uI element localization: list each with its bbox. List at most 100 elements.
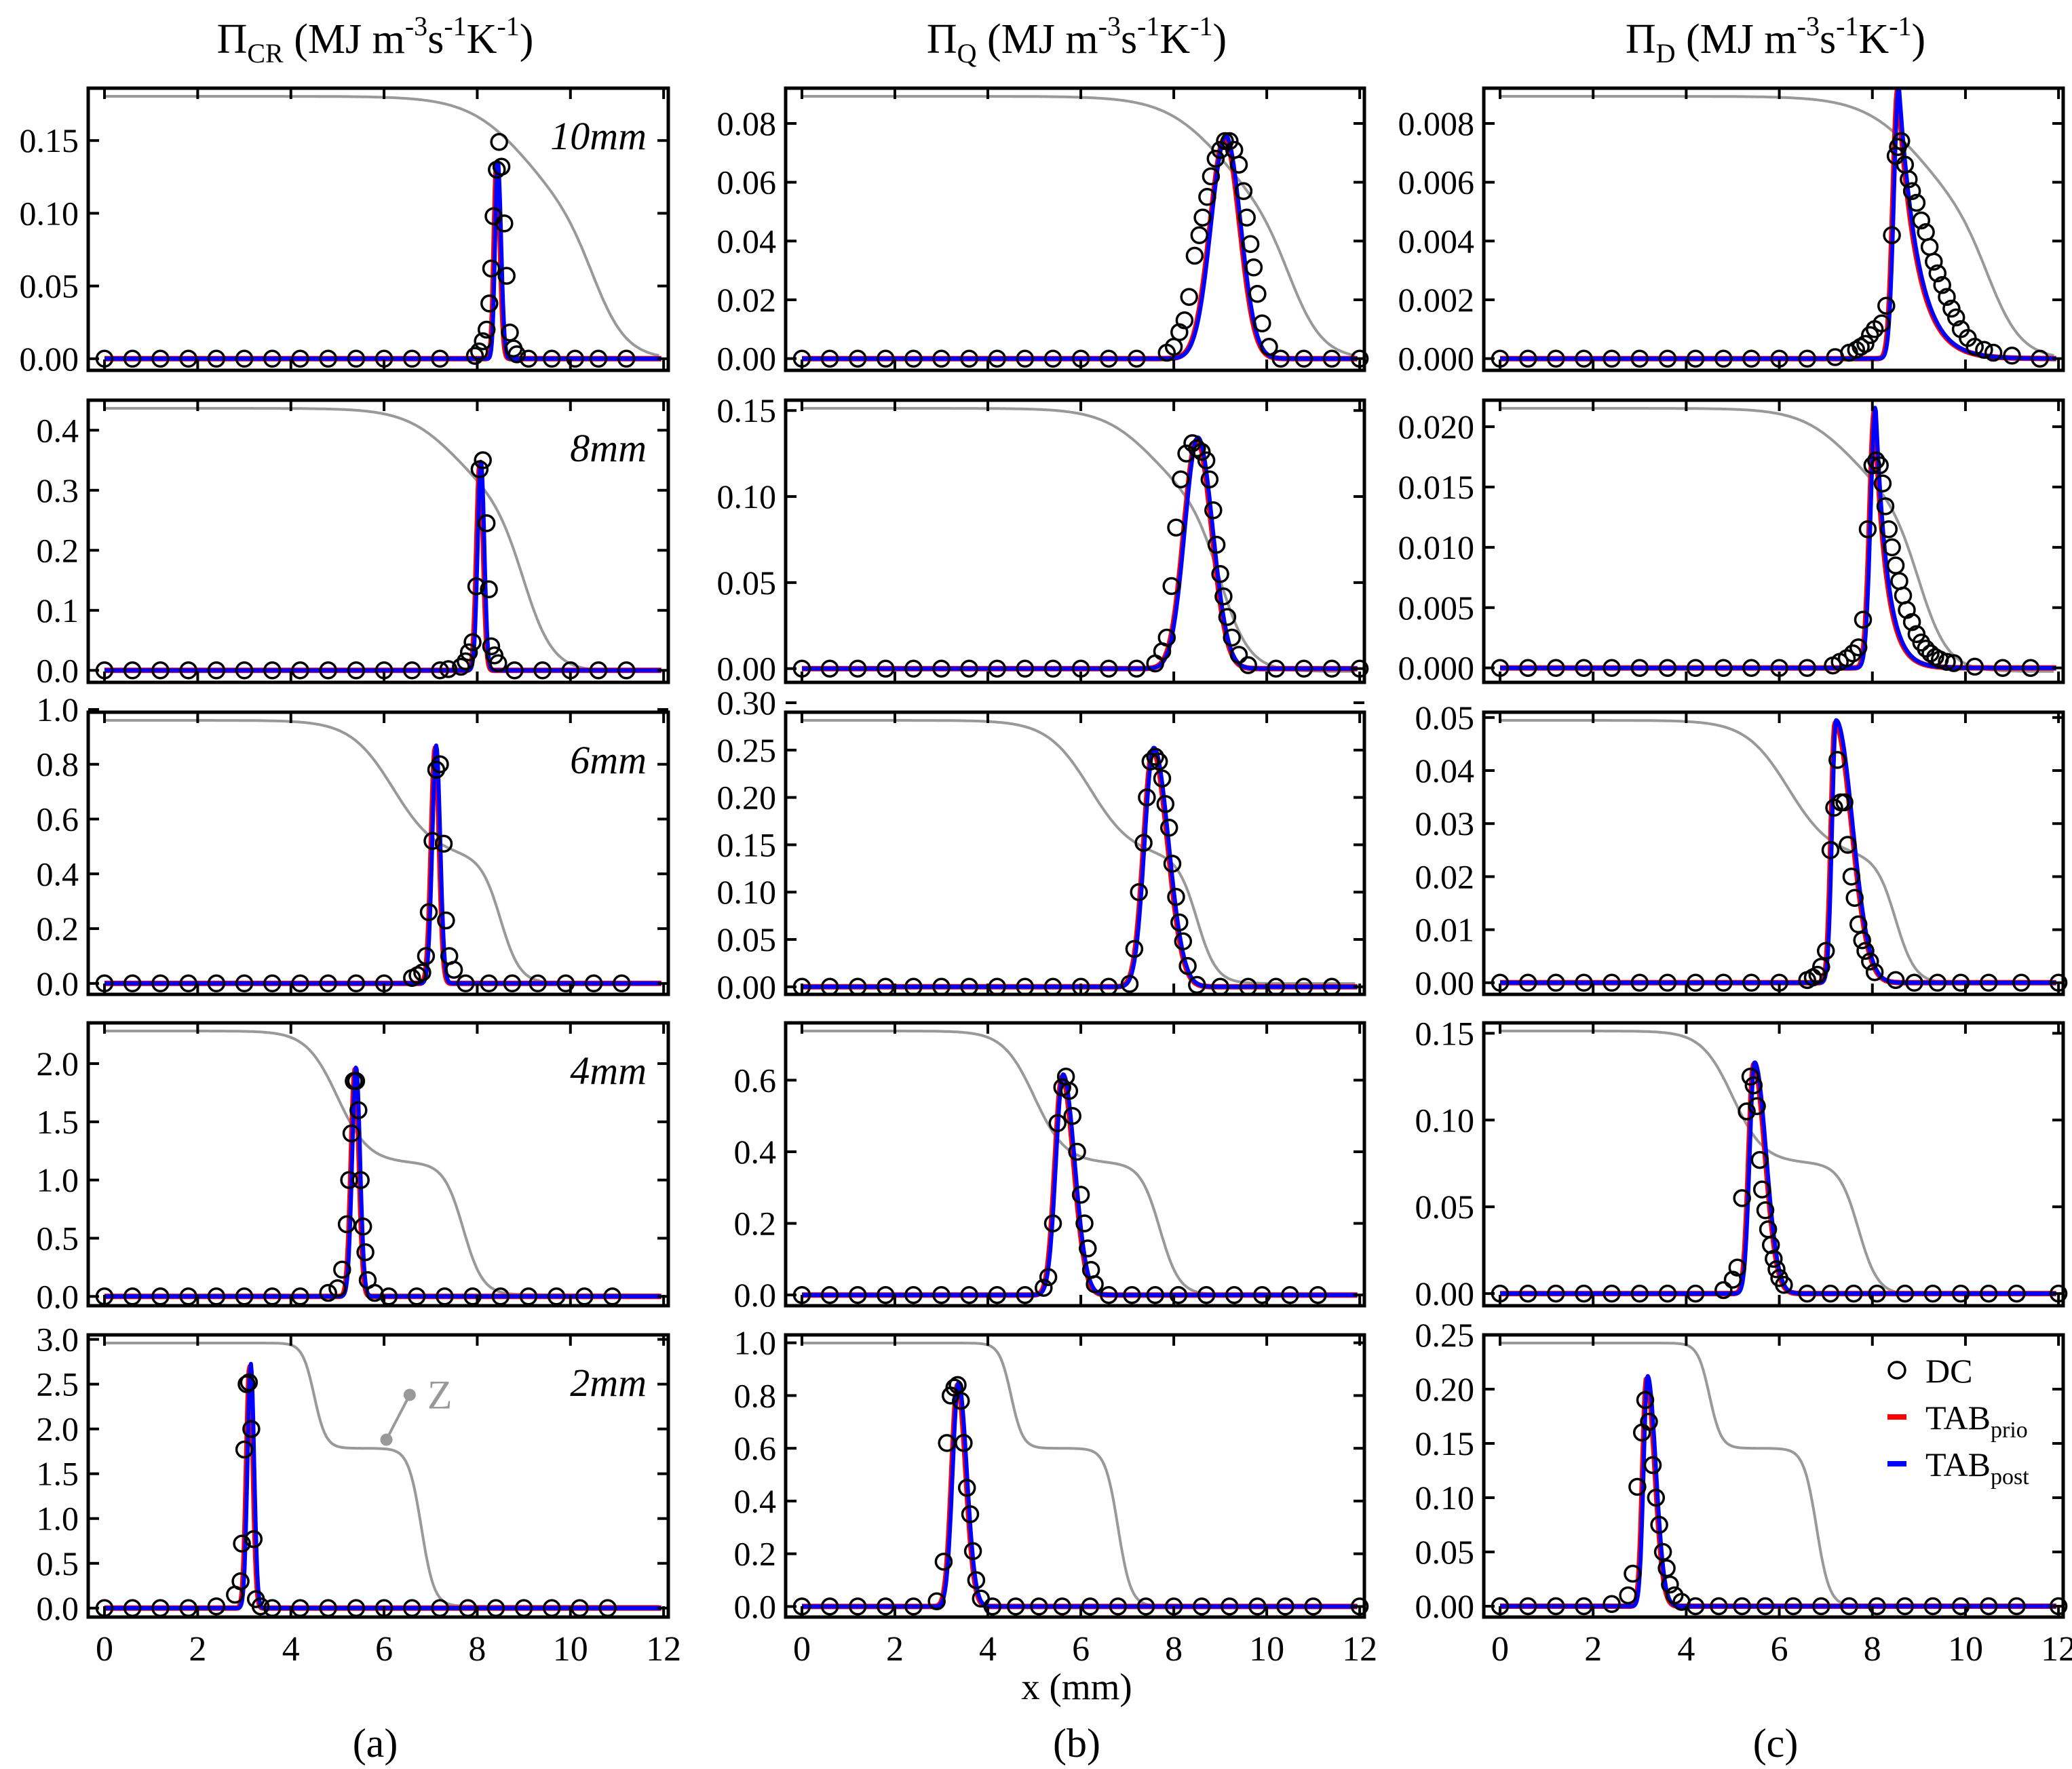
dc-point bbox=[1157, 628, 1176, 647]
dc-point bbox=[1858, 520, 1877, 539]
dc-point bbox=[1812, 958, 1830, 976]
dc-point bbox=[556, 974, 575, 993]
panel-frame bbox=[1482, 1333, 2065, 1619]
z-profile-line bbox=[1500, 407, 2054, 673]
y-tick-label: 0.2 bbox=[37, 531, 79, 569]
y-tick-label: 0.10 bbox=[1415, 1479, 1475, 1517]
tab-post-line bbox=[801, 435, 1359, 671]
y-tick-label: 0.00 bbox=[1415, 1275, 1475, 1313]
dc-point bbox=[1547, 1284, 1565, 1303]
y-tick-label: 1.0 bbox=[734, 1324, 777, 1362]
dc-point bbox=[1156, 795, 1175, 813]
dc-point bbox=[207, 661, 226, 680]
dc-point bbox=[1204, 501, 1223, 520]
x-tick-label: 8 bbox=[468, 1630, 486, 1669]
dc-point bbox=[1146, 1285, 1164, 1304]
panel-6mm-col1: 0.00 0.05 0.10 0.15 0.20 0.25 0.30 bbox=[717, 684, 1366, 1006]
dc-point bbox=[1162, 577, 1181, 596]
dc-point bbox=[1043, 659, 1062, 678]
dc-point bbox=[1784, 1597, 1803, 1616]
dc-point bbox=[932, 659, 951, 678]
dc-point bbox=[1267, 659, 1286, 678]
y-tick-label: 0.00 bbox=[717, 650, 777, 688]
x-tick-label: 12 bbox=[646, 1630, 681, 1669]
dc-point bbox=[1883, 226, 1901, 244]
dc-point bbox=[340, 1171, 358, 1189]
dc-point bbox=[151, 661, 170, 680]
tab-prio-line bbox=[102, 1066, 664, 1300]
row-label: 10mm bbox=[550, 114, 647, 158]
dc-point bbox=[1244, 258, 1263, 277]
dc-point bbox=[459, 643, 478, 661]
dc-point bbox=[1575, 973, 1593, 992]
tab-prio-line bbox=[102, 745, 664, 986]
dc-point bbox=[1518, 1284, 1537, 1303]
column-title-2: ΠD (MJ m-3s-1K-1) bbox=[1626, 11, 1925, 69]
dc-point bbox=[1658, 659, 1677, 677]
panel-frame bbox=[784, 1021, 1366, 1308]
dc-point bbox=[235, 974, 254, 993]
dc-point bbox=[1178, 956, 1197, 975]
tab-post-line bbox=[1499, 406, 2058, 670]
z-annotation-leader bbox=[385, 1394, 411, 1441]
dc-point bbox=[1016, 1285, 1035, 1304]
y-tick-label: 0.10 bbox=[717, 873, 777, 911]
dc-point bbox=[955, 1434, 973, 1452]
dc-point bbox=[533, 661, 552, 680]
x-tick-label: 10 bbox=[1948, 1630, 1983, 1669]
dc-point bbox=[1229, 155, 1248, 174]
y-tick-label: 0.05 bbox=[1415, 1188, 1475, 1226]
y-tick-label: 0.6 bbox=[37, 800, 79, 838]
dc-point bbox=[1686, 659, 1705, 677]
dc-point bbox=[960, 1285, 978, 1304]
dc-point bbox=[1738, 1102, 1756, 1121]
dc-point bbox=[589, 661, 608, 680]
y-tick-label: 0.0 bbox=[37, 651, 79, 689]
x-tick-label: 2 bbox=[1584, 1630, 1602, 1669]
dc-point bbox=[1733, 1597, 1751, 1616]
dc-point bbox=[1951, 973, 1970, 992]
dc-point bbox=[1686, 1597, 1705, 1616]
dc-point bbox=[1071, 1186, 1090, 1204]
y-tick-label: 0.10 bbox=[717, 478, 777, 516]
row-label: 6mm bbox=[570, 738, 647, 782]
dc-point bbox=[1658, 973, 1677, 992]
dc-point bbox=[1229, 646, 1248, 664]
dc-point bbox=[1099, 1285, 1118, 1304]
dc-point bbox=[960, 349, 978, 368]
panel-frame bbox=[86, 1021, 670, 1308]
dc-point bbox=[1938, 288, 1956, 306]
dc-point bbox=[413, 963, 431, 981]
dc-point bbox=[480, 580, 498, 599]
column-title-1: ΠQ (MJ m-3s-1K-1) bbox=[927, 11, 1227, 69]
dc-point bbox=[291, 974, 309, 993]
dc-point bbox=[1086, 1275, 1104, 1294]
dc-point bbox=[1853, 931, 1871, 950]
x-tick-label: 10 bbox=[553, 1630, 588, 1669]
dc-point bbox=[1035, 1279, 1053, 1297]
dc-point bbox=[983, 1597, 1002, 1616]
z-profile-line bbox=[802, 1342, 1356, 1608]
y-tick-label: 1.0 bbox=[37, 1500, 79, 1538]
dc-point bbox=[1068, 1142, 1086, 1161]
dc-point bbox=[207, 974, 226, 993]
dc-point bbox=[1206, 149, 1225, 168]
dc-point bbox=[444, 960, 463, 979]
dc-point bbox=[1030, 1597, 1048, 1616]
row-label: 8mm bbox=[570, 426, 647, 470]
y-tick-label: 0.005 bbox=[1398, 589, 1475, 627]
dc-point bbox=[2008, 1597, 2026, 1616]
dc-point bbox=[207, 349, 226, 368]
dc-point bbox=[1816, 941, 1835, 960]
dc-point bbox=[1200, 470, 1219, 488]
dc-point bbox=[349, 1101, 368, 1119]
dc-point bbox=[1714, 973, 1733, 992]
dc-point bbox=[434, 834, 453, 853]
dc-point bbox=[1798, 1284, 1816, 1303]
dc-point bbox=[988, 659, 1006, 678]
dc-point bbox=[1159, 819, 1178, 837]
column-label-c: (c) bbox=[1753, 1721, 1799, 1766]
dc-point bbox=[961, 1505, 980, 1523]
dc-point bbox=[1281, 1285, 1299, 1304]
